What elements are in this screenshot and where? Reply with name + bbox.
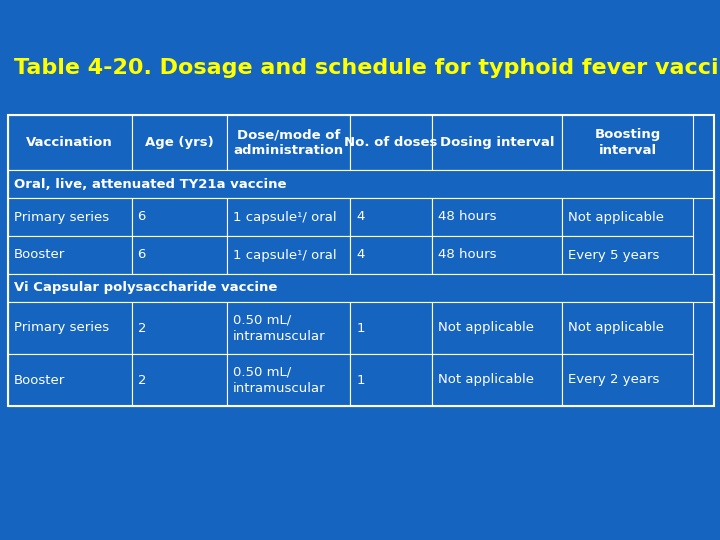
Bar bbox=[351, 115, 431, 170]
Text: 1 capsule¹/ oral: 1 capsule¹/ oral bbox=[233, 211, 336, 224]
Text: 0.50 mL/
intramuscular: 0.50 mL/ intramuscular bbox=[233, 366, 325, 395]
Bar bbox=[431, 302, 562, 354]
Bar bbox=[8, 236, 132, 274]
Bar bbox=[8, 198, 132, 236]
Bar bbox=[562, 354, 693, 406]
Text: Vi Capsular polysaccharide vaccine: Vi Capsular polysaccharide vaccine bbox=[14, 281, 277, 294]
Text: 1: 1 bbox=[356, 374, 365, 387]
Bar bbox=[132, 354, 227, 406]
Bar bbox=[351, 354, 431, 406]
Bar bbox=[8, 302, 132, 354]
Text: 48 hours: 48 hours bbox=[438, 211, 496, 224]
Text: Vaccination: Vaccination bbox=[27, 136, 113, 149]
Text: Every 2 years: Every 2 years bbox=[568, 374, 660, 387]
Text: Age (yrs): Age (yrs) bbox=[145, 136, 214, 149]
Text: 4: 4 bbox=[356, 248, 365, 261]
Bar bbox=[8, 115, 714, 406]
Text: 2: 2 bbox=[138, 321, 146, 334]
Bar bbox=[132, 236, 227, 274]
Text: Primary series: Primary series bbox=[14, 211, 109, 224]
Text: No. of doses: No. of doses bbox=[344, 136, 438, 149]
Text: 0.50 mL/
intramuscular: 0.50 mL/ intramuscular bbox=[233, 314, 325, 342]
Bar bbox=[431, 236, 562, 274]
Text: Every 5 years: Every 5 years bbox=[568, 248, 660, 261]
Bar bbox=[132, 302, 227, 354]
Bar bbox=[431, 115, 562, 170]
Bar bbox=[227, 354, 351, 406]
Bar bbox=[227, 236, 351, 274]
Bar bbox=[562, 236, 693, 274]
Bar bbox=[8, 115, 132, 170]
Text: 6: 6 bbox=[138, 211, 146, 224]
Bar bbox=[431, 354, 562, 406]
Text: Boosting
interval: Boosting interval bbox=[595, 128, 661, 157]
Text: 4: 4 bbox=[356, 211, 365, 224]
Text: Dosing interval: Dosing interval bbox=[440, 136, 554, 149]
Bar bbox=[8, 354, 132, 406]
Bar bbox=[132, 198, 227, 236]
Bar bbox=[351, 302, 431, 354]
Text: Not applicable: Not applicable bbox=[438, 374, 534, 387]
Bar bbox=[351, 198, 431, 236]
Bar bbox=[227, 302, 351, 354]
Text: Not applicable: Not applicable bbox=[568, 211, 665, 224]
Text: 1 capsule¹/ oral: 1 capsule¹/ oral bbox=[233, 248, 336, 261]
Bar bbox=[562, 198, 693, 236]
Text: 48 hours: 48 hours bbox=[438, 248, 496, 261]
Bar bbox=[562, 115, 693, 170]
Bar bbox=[227, 115, 351, 170]
Bar bbox=[562, 302, 693, 354]
Text: 2: 2 bbox=[138, 374, 146, 387]
Bar bbox=[8, 274, 714, 302]
Text: Oral, live, attenuated TY21a vaccine: Oral, live, attenuated TY21a vaccine bbox=[14, 178, 287, 191]
Text: Not applicable: Not applicable bbox=[438, 321, 534, 334]
Text: 6: 6 bbox=[138, 248, 146, 261]
Bar bbox=[227, 198, 351, 236]
Text: Booster: Booster bbox=[14, 374, 66, 387]
Bar bbox=[132, 115, 227, 170]
Bar bbox=[431, 198, 562, 236]
Text: Booster: Booster bbox=[14, 248, 66, 261]
Text: Not applicable: Not applicable bbox=[568, 321, 665, 334]
Text: Dose/mode of
administration: Dose/mode of administration bbox=[233, 128, 343, 157]
Bar bbox=[8, 170, 714, 198]
Text: 1: 1 bbox=[356, 321, 365, 334]
Text: Primary series: Primary series bbox=[14, 321, 109, 334]
Text: Table 4-20. Dosage and schedule for typhoid fever vaccination: Table 4-20. Dosage and schedule for typh… bbox=[14, 58, 720, 78]
Bar bbox=[351, 236, 431, 274]
